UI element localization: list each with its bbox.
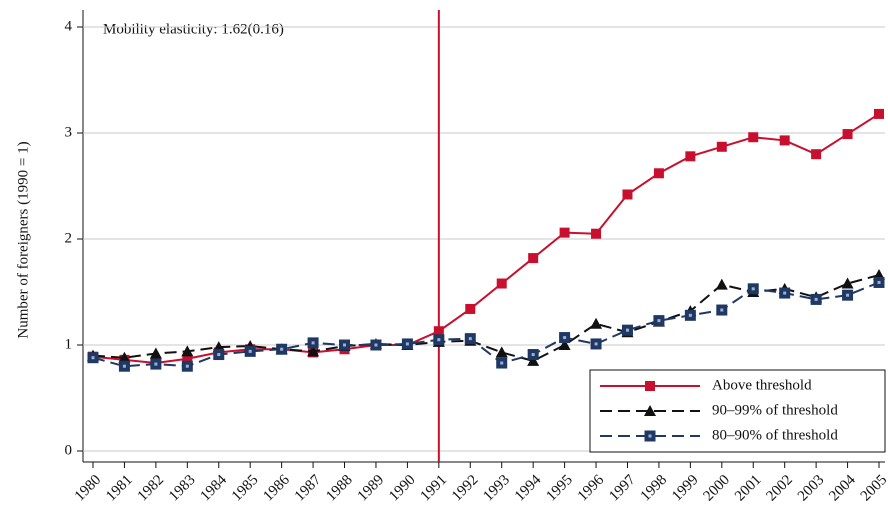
x-tick-label: 2000 [701,472,734,505]
marker-center [594,342,598,346]
marker [622,189,633,200]
x-tick-label: 1997 [606,472,639,505]
marker [841,277,854,289]
x-tick-label: 1994 [512,472,545,505]
x-tick-label: 1995 [543,472,576,505]
marker [559,227,570,238]
x-tick-label: 1992 [449,472,482,505]
x-tick-label: 2004 [826,472,859,505]
marker [779,135,790,146]
x-tick-label: 2003 [795,472,828,505]
marker [748,132,759,143]
y-tick-label: 1 [65,336,73,352]
marker [716,141,727,152]
marker-center [877,280,881,284]
marker-center [185,364,189,368]
marker-center [657,319,661,323]
marker-center [500,361,504,365]
x-tick-label: 1986 [260,472,293,505]
marker-center [751,287,755,291]
x-tick-label: 1990 [386,472,419,505]
y-tick-label: 4 [65,18,73,34]
marker [590,317,603,329]
x-tick-label: 2005 [858,472,888,505]
marker-center [217,353,221,357]
x-tick-label: 1980 [72,472,105,505]
x-tick-label: 1981 [103,472,136,505]
y-tick-label: 0 [65,442,73,458]
marker [715,278,728,290]
marker [645,381,655,391]
marker-center [783,291,787,295]
x-tick-label: 1982 [135,472,168,505]
marker-center [343,343,347,347]
x-tick-label: 1983 [166,472,199,505]
marker-center [122,364,126,368]
marker-center [468,337,472,341]
x-tick-label: 1993 [480,472,513,505]
marker-center [437,338,441,342]
series-line [92,113,880,365]
marker-center [311,341,315,345]
marker-center [688,313,692,317]
marker [653,168,664,179]
marker [558,339,571,350]
marker-center [563,336,567,340]
marker [528,253,539,264]
x-tick-label: 1998 [638,472,671,505]
marker [644,405,656,416]
marker-center [248,349,252,353]
y-axis-label: Number of foreigners (1990 = 1) [15,141,31,338]
marker-center [405,342,409,346]
marker-center [531,353,535,357]
x-tick-label: 1991 [418,472,451,505]
marker [182,353,193,364]
marker [181,345,194,357]
y-tick-label: 2 [65,230,73,246]
y-tick-label: 3 [65,124,73,140]
marker [527,354,540,366]
marker-center [154,362,158,366]
marker [874,108,884,119]
marker-center [91,356,95,360]
marker [433,326,444,337]
marker-center [374,343,378,347]
series-line [92,274,880,362]
x-tick-label: 1987 [292,472,325,505]
marker [496,278,507,289]
marker [591,228,602,239]
x-tick-label: 1985 [229,472,262,505]
marker-center [846,293,850,297]
x-tick-label: 1988 [323,472,356,505]
marker [307,345,320,357]
marker [149,347,162,359]
marker [465,303,476,314]
marker-center [648,434,652,438]
x-tick-label: 1989 [355,472,388,505]
x-tick-label: 1984 [197,472,230,505]
marker-center [720,308,724,312]
legend-label: Above threshold [712,377,812,393]
marker [118,351,131,363]
x-tick-label: 2002 [763,472,796,505]
legend-label: 90–99% of threshold [712,402,838,418]
marker [811,149,822,160]
annotation: Mobility elasticity: 1.62(0.16) [103,21,284,37]
x-tick-label: 1996 [575,472,608,505]
marker [842,129,853,140]
marker [495,346,508,358]
legend-label: 80–90% of threshold [712,427,838,443]
marker [685,151,696,162]
x-tick-label: 2001 [732,472,765,505]
x-tick-label: 1999 [669,472,702,505]
marker-center [280,347,284,351]
marker-center [814,297,818,301]
marker-center [625,328,629,332]
